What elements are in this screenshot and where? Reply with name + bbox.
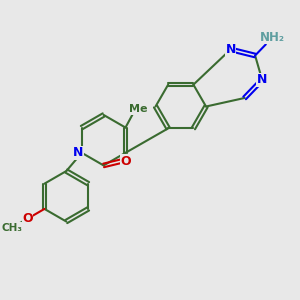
Text: N: N bbox=[225, 43, 236, 56]
Text: O: O bbox=[121, 155, 131, 168]
Text: CH₃: CH₃ bbox=[1, 223, 22, 233]
Text: N: N bbox=[73, 146, 83, 159]
Text: NH₂: NH₂ bbox=[260, 31, 285, 44]
Text: O: O bbox=[22, 212, 33, 225]
Text: N: N bbox=[257, 73, 267, 86]
Text: Me: Me bbox=[129, 104, 148, 114]
